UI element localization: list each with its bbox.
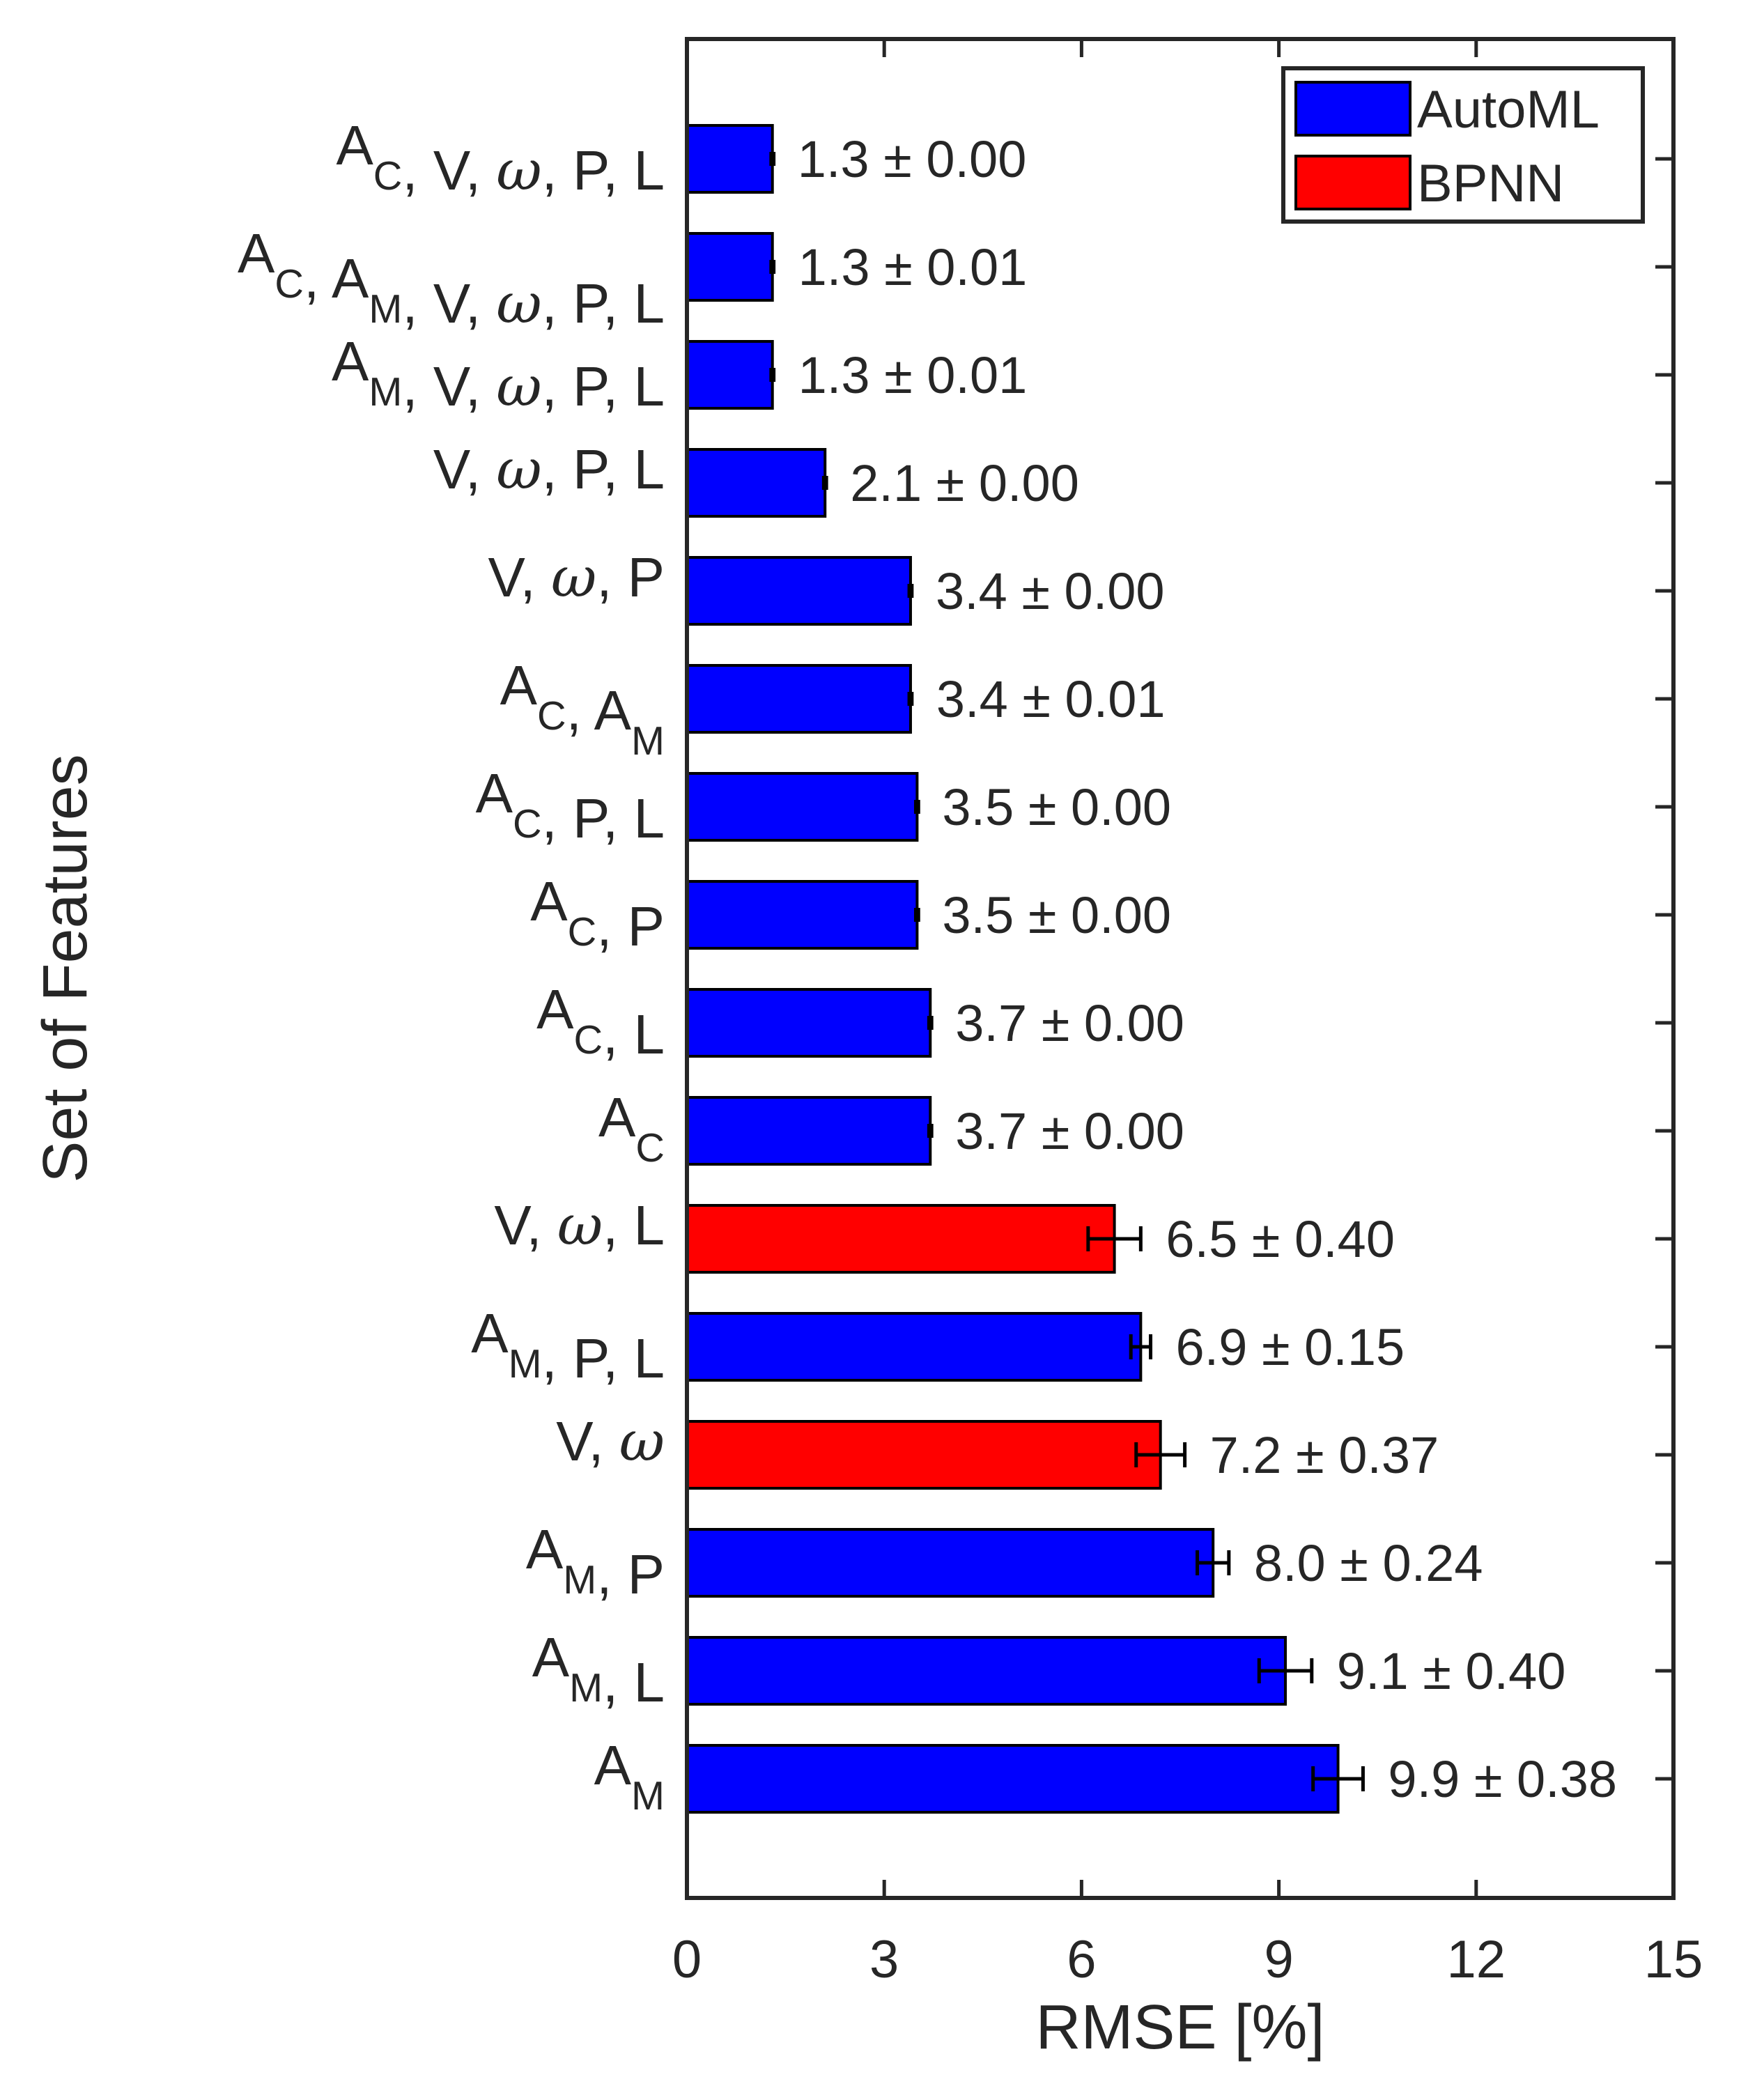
value-labels: 1.3 ± 0.00 1.3 ± 0.01 1.3 ± 0.01 2.1 ± 0.00…	[798, 130, 1617, 1808]
value-label: 2.1 ± 0.00	[850, 454, 1079, 512]
y-axis-title: Set of Features	[31, 754, 100, 1182]
bar-bpnn	[686, 1420, 1162, 1490]
error-bar	[1134, 1442, 1187, 1467]
bar-automl	[686, 232, 774, 302]
value-label: 3.5 ± 0.00	[942, 778, 1171, 836]
category-label: AC	[598, 1086, 665, 1171]
category-label: AC, AM	[500, 654, 665, 764]
x-axis-title: RMSE [%]	[1035, 1993, 1324, 2062]
bar-automl	[686, 556, 912, 626]
bar-bpnn	[686, 1204, 1116, 1274]
bar-automl	[686, 1636, 1287, 1706]
error-bar	[769, 260, 776, 274]
value-label: 3.4 ± 0.01	[936, 670, 1166, 728]
error-bar	[927, 1016, 934, 1030]
category-label: AC, P	[530, 870, 665, 957]
x-tick-label: 6	[1067, 1930, 1096, 1989]
bar-automl	[686, 664, 912, 734]
value-label: 7.2 ± 0.37	[1210, 1426, 1439, 1484]
category-label: AM, V, ω, P, L	[332, 330, 665, 419]
x-tick-label: 3	[869, 1930, 899, 1989]
x-tick-label: 12	[1447, 1930, 1506, 1989]
x-tick-label: 0	[672, 1930, 702, 1989]
legend-label-automl: AutoML	[1417, 80, 1600, 139]
bar-automl	[686, 1096, 932, 1166]
category-label: AM, P, L	[471, 1302, 665, 1389]
value-label: 6.9 ± 0.15	[1176, 1318, 1405, 1376]
category-label: AM, L	[532, 1626, 665, 1713]
error-bars	[769, 152, 1365, 1791]
category-label: AC, P, L	[476, 762, 665, 849]
value-label: 6.5 ± 0.40	[1166, 1210, 1395, 1268]
value-label: 1.3 ± 0.01	[798, 238, 1028, 296]
error-bar	[1311, 1766, 1365, 1791]
value-label: 8.0 ± 0.24	[1254, 1534, 1483, 1592]
error-bar	[1257, 1658, 1314, 1683]
error-bar	[907, 692, 914, 706]
value-label: 3.7 ± 0.00	[955, 1102, 1184, 1160]
error-bar	[1086, 1226, 1143, 1251]
category-label: AC, AM, V, ω, P, L	[238, 222, 665, 336]
error-bar	[1196, 1550, 1231, 1575]
bars	[686, 124, 1340, 1814]
x-tick-labels: 0 3 6 9 12 15	[672, 1930, 1703, 1989]
error-bar	[1129, 1334, 1153, 1359]
legend-swatch-automl	[1294, 81, 1411, 137]
category-label: AC, L	[536, 978, 665, 1065]
value-label: 3.5 ± 0.00	[942, 886, 1171, 944]
bar-automl	[686, 988, 932, 1058]
category-label: V, ω	[556, 1409, 665, 1474]
value-label: 3.7 ± 0.00	[955, 994, 1184, 1052]
legend: AutoML BPNN	[1281, 66, 1645, 224]
value-label: 1.3 ± 0.01	[798, 346, 1028, 404]
bar-automl	[686, 1312, 1143, 1382]
category-label: AM	[594, 1734, 665, 1819]
x-tick-label: 9	[1264, 1930, 1293, 1989]
error-bar	[821, 476, 828, 490]
bar-automl	[686, 880, 919, 950]
category-label: AM, P	[526, 1518, 665, 1605]
bar-automl	[686, 772, 919, 842]
error-bar	[769, 152, 776, 166]
value-label: 9.9 ± 0.38	[1388, 1750, 1617, 1808]
bar-automl	[686, 448, 827, 518]
plot-frame	[685, 37, 1676, 1900]
error-bar	[769, 368, 776, 382]
category-labels: AC, V, ω, P, L AC, AM, V, ω, P, LAM, V, ω…	[238, 114, 665, 1819]
legend-label-bpnn: BPNN	[1417, 154, 1564, 213]
bar-automl	[686, 1528, 1215, 1598]
bar-automl	[686, 1744, 1340, 1814]
value-label: 9.1 ± 0.40	[1337, 1642, 1566, 1700]
error-bar	[914, 800, 920, 814]
bar-automl	[686, 340, 774, 410]
error-bar	[907, 584, 914, 598]
value-label: 3.4 ± 0.00	[936, 562, 1165, 620]
tick-marks	[685, 39, 1676, 1898]
legend-swatch-bpnn	[1294, 155, 1411, 210]
category-label: V, ω, P	[488, 545, 665, 610]
error-bar	[914, 908, 920, 922]
bar-automl	[686, 124, 774, 194]
category-label: AC, V, ω, P, L	[336, 114, 665, 203]
category-label: V, ω, L	[494, 1193, 665, 1258]
error-bar	[927, 1124, 934, 1138]
value-label: 1.3 ± 0.00	[798, 130, 1027, 188]
x-tick-label: 15	[1644, 1930, 1703, 1989]
category-label: V, ω, P, L	[433, 437, 665, 502]
